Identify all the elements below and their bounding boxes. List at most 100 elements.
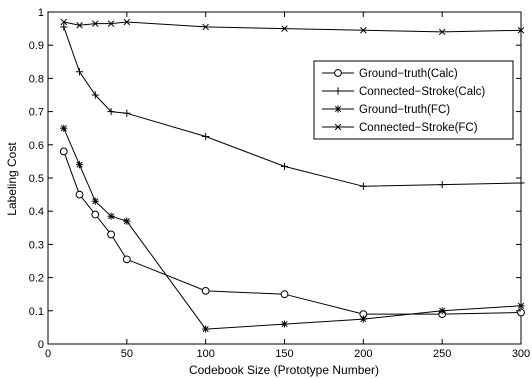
star-marker-b xyxy=(202,326,209,333)
data-point xyxy=(59,147,68,156)
data-point xyxy=(122,255,131,264)
data-point xyxy=(107,230,115,239)
series-2 xyxy=(60,124,525,333)
data-point xyxy=(75,161,84,169)
legend-marker xyxy=(334,123,342,131)
data-point xyxy=(60,124,68,132)
star-marker-b xyxy=(439,307,446,314)
data-point xyxy=(107,108,115,116)
star-marker-b xyxy=(108,213,115,220)
data-point xyxy=(202,23,209,31)
circle-marker xyxy=(334,69,342,77)
legend: Ground−truth(Calc) Connected−Stroke(Calc)… xyxy=(313,60,514,140)
y-tick-label: 0.6 xyxy=(29,140,44,152)
legend-label: Connected−Stroke(Calc) xyxy=(359,86,485,98)
legend-label: Ground−truth(FC) xyxy=(359,104,450,116)
x-tick-label: 0 xyxy=(45,348,51,360)
y-tick-label: 0.7 xyxy=(29,107,44,119)
data-point xyxy=(360,27,367,34)
data-point xyxy=(359,315,367,323)
legend-marker xyxy=(334,105,342,113)
x-tick-label: 250 xyxy=(433,348,451,360)
x-marker-b xyxy=(281,25,288,32)
x-marker-b xyxy=(76,22,83,29)
x-marker-b xyxy=(438,28,446,36)
x-marker-b xyxy=(123,18,131,26)
x-marker-b xyxy=(517,27,525,34)
series-3 xyxy=(60,18,525,36)
star-marker-b xyxy=(92,198,99,205)
legend-label: Connected−Stroke(FC) xyxy=(359,122,478,134)
data-point xyxy=(438,307,446,315)
circle-marker xyxy=(59,147,68,156)
data-point xyxy=(75,68,84,76)
data-point xyxy=(76,22,83,29)
y-tick-label: 1 xyxy=(38,7,44,19)
y-tick-label: 0.8 xyxy=(29,73,44,85)
x-marker-b xyxy=(334,123,342,131)
legend-marker xyxy=(334,69,342,77)
data-point xyxy=(281,25,288,32)
series-line xyxy=(63,26,522,187)
data-point xyxy=(75,190,84,199)
x-marker-b xyxy=(107,20,115,27)
data-point xyxy=(280,320,289,328)
series-line xyxy=(63,128,522,330)
data-point xyxy=(91,210,100,219)
data-point xyxy=(517,179,525,187)
star-marker-b xyxy=(60,125,67,132)
x-tick-label: 300 xyxy=(512,348,530,360)
y-tick-label: 0.9 xyxy=(29,40,44,52)
series-0 xyxy=(59,147,525,319)
star-marker-b xyxy=(334,105,342,113)
data-point xyxy=(123,18,131,26)
circle-marker xyxy=(75,190,84,199)
circle-marker xyxy=(517,308,525,317)
data-point xyxy=(202,132,210,141)
x-marker-b xyxy=(202,23,209,31)
series-line xyxy=(63,21,522,33)
star-marker-b xyxy=(360,316,367,323)
x-marker-b xyxy=(92,20,99,27)
data-point xyxy=(201,286,210,295)
series-layer xyxy=(59,18,525,333)
circle-marker xyxy=(107,230,115,239)
x-tick-label: 50 xyxy=(121,348,133,360)
x-marker-b xyxy=(60,18,68,26)
y-tick-label: 0.4 xyxy=(29,206,44,218)
x-tick-label: 200 xyxy=(354,348,372,360)
x-axis-label: Codebook Size (Prototype Number) xyxy=(189,363,379,377)
y-tick-label: 0.1 xyxy=(29,306,44,318)
data-point xyxy=(123,109,131,117)
data-point xyxy=(517,308,525,317)
circle-marker xyxy=(122,255,131,264)
data-point xyxy=(91,197,99,205)
data-point xyxy=(438,28,446,36)
y-tick-label: 0 xyxy=(38,339,44,351)
data-point xyxy=(438,181,446,189)
y-tick-label: 0.5 xyxy=(29,173,44,185)
y-tick-label: 0.3 xyxy=(29,239,44,251)
circle-marker xyxy=(280,290,289,299)
legend-box xyxy=(313,60,514,140)
data-point xyxy=(123,217,131,225)
series-1 xyxy=(60,23,525,190)
data-point xyxy=(60,18,68,26)
x-marker-b xyxy=(360,27,367,34)
legend-label: Ground−truth(Calc) xyxy=(359,68,458,80)
ticks-layer: 0 50 100 150 200 250 300 0 0.1 0.2 0.3 0.4 0.5 0.6 0.7… xyxy=(29,7,530,360)
data-point xyxy=(517,302,525,310)
data-point xyxy=(202,325,210,333)
y-tick-label: 0.2 xyxy=(29,273,44,285)
x-tick-label: 150 xyxy=(275,348,293,360)
data-point xyxy=(359,182,367,190)
legend-entry: Ground−truth(Calc) xyxy=(322,68,458,80)
legend-entry: Connected−Stroke(Calc) xyxy=(322,86,485,98)
circle-marker xyxy=(91,210,100,219)
star-marker-b xyxy=(281,321,288,328)
legend-marker xyxy=(334,87,342,95)
star-marker-b xyxy=(517,302,525,309)
x-tick-label: 100 xyxy=(196,348,214,360)
star-marker-b xyxy=(123,218,130,225)
